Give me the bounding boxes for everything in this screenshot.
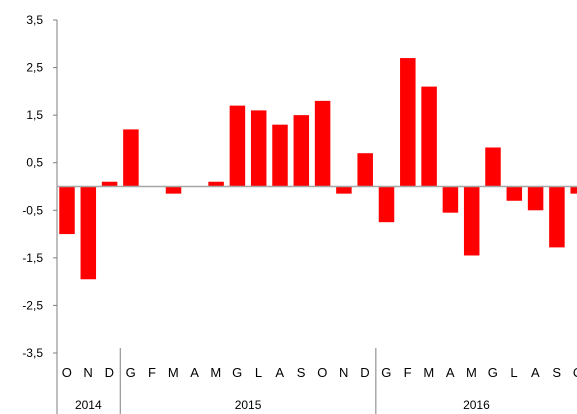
bars-group	[59, 58, 577, 280]
x-tick-label-23: S	[552, 365, 561, 380]
bar-1	[80, 186, 97, 280]
bar-18	[442, 186, 459, 213]
x-tick-label-20: G	[488, 365, 499, 380]
y-tick-label-3: 0,5	[26, 156, 43, 170]
x-tick-label-9: L	[255, 365, 263, 380]
bar-13	[336, 186, 352, 194]
x-tick-label-17: M	[423, 365, 434, 380]
bar-0	[59, 186, 75, 235]
bar-21	[506, 186, 523, 201]
bar-19	[463, 186, 480, 256]
x-tick-label-15: G	[381, 365, 392, 380]
bar-3	[123, 129, 139, 187]
x-tick-label-8: G	[232, 365, 243, 380]
x-tick-label-0: O	[62, 365, 73, 380]
bar-23	[549, 186, 565, 248]
x-tick-label-18: A	[446, 365, 455, 380]
x-tick-label-5: M	[168, 365, 179, 380]
x-tick-label-11: S	[297, 365, 306, 380]
labels-group: 3,52,51,50,5-0,5-1,5-2,5-3,5O N D G F M A M G L A S…	[22, 13, 577, 412]
bar-8	[229, 105, 246, 187]
x-tick-label-10: A	[275, 365, 284, 380]
x-tick-label-24: O	[573, 365, 577, 380]
y-tick-label-2: 1,5	[26, 108, 43, 122]
x-tick-label-7: M	[210, 365, 221, 380]
bar-14	[357, 153, 373, 187]
y-tick-label-6: -2,5	[22, 298, 43, 312]
year-label-2016: 2016	[463, 398, 490, 412]
x-tick-label-14: D	[360, 365, 370, 380]
year-label-2014: 2014	[75, 398, 102, 412]
bar-7	[208, 181, 224, 187]
bar-22	[527, 186, 544, 211]
bar-16	[400, 58, 416, 187]
bar-12	[314, 100, 331, 187]
x-tick-label-12: O	[317, 365, 328, 380]
y-tick-label-0: 3,5	[26, 13, 43, 27]
x-tick-label-22: A	[531, 365, 540, 380]
x-tick-label-19: M	[466, 365, 477, 380]
bar-17	[421, 86, 437, 187]
x-tick-label-21: L	[510, 365, 518, 380]
bar-11	[293, 115, 310, 187]
bar-20	[485, 147, 501, 187]
x-tick-label-6: A	[190, 365, 199, 380]
bar-24	[570, 186, 577, 194]
bar-5	[165, 186, 182, 194]
x-tick-label-13: N	[339, 365, 349, 380]
bar-15	[378, 186, 395, 223]
y-tick-label-7: -3,5	[22, 346, 43, 360]
bar-9	[250, 110, 267, 187]
year-label-2015: 2015	[235, 398, 262, 412]
y-tick-label-1: 2,5	[26, 61, 43, 75]
x-tick-label-2: D	[105, 365, 115, 380]
bar-2	[101, 181, 118, 187]
y-tick-label-5: -1,5	[22, 251, 43, 265]
bar-10	[272, 124, 288, 187]
x-tick-label-1: N	[83, 365, 93, 380]
x-tick-label-4: F	[148, 365, 156, 380]
x-tick-label-3: G	[126, 365, 137, 380]
y-tick-label-4: -0,5	[22, 203, 43, 217]
axes-group	[53, 19, 577, 414]
x-tick-label-16: F	[404, 365, 412, 380]
